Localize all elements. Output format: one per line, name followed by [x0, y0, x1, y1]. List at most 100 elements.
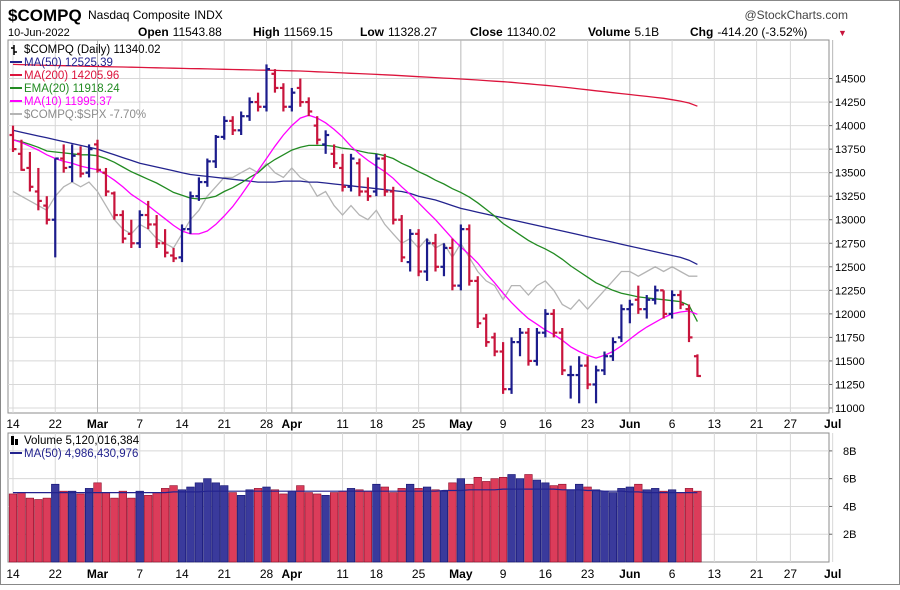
x-tick-label: 22	[49, 417, 63, 431]
ohlc-bar	[43, 196, 51, 225]
volume-bar	[389, 492, 398, 563]
stat-label: Low	[360, 25, 385, 39]
volume-bar	[220, 485, 229, 563]
ohlc-bar	[516, 327, 524, 357]
ohlc-bar	[161, 229, 169, 258]
volume-bar	[473, 476, 482, 563]
price-panel: 11000 11250 11500 11750 12000 12250 12500 12750…	[6, 39, 866, 431]
stat-value: -414.20 (-3.52%)	[717, 25, 807, 39]
volume-bar	[693, 490, 702, 563]
volume-bar	[659, 490, 668, 563]
volume-bar	[279, 493, 288, 563]
ma50-line	[12, 129, 698, 265]
volume-bar	[296, 485, 305, 563]
ohlc-bar	[508, 337, 516, 394]
volume-x-tick-label: 25	[412, 567, 426, 581]
ohlc-bar	[693, 354, 701, 378]
volume-bar	[541, 482, 550, 563]
volume-bar	[575, 483, 584, 563]
x-tick-label: 11	[336, 417, 349, 431]
volume-ma50-line	[13, 488, 698, 494]
x-tick-label: 21	[750, 417, 764, 431]
volume-bar	[456, 478, 465, 563]
ohlc-bar	[558, 327, 566, 376]
price-tick-label: 14000	[835, 121, 866, 133]
volume-tick-label: 6B	[843, 474, 856, 486]
volume-x-tick-label: 9	[500, 567, 507, 581]
copyright-text: @StockCharts.com	[744, 8, 848, 22]
volume-x-tick-label: 22	[49, 567, 63, 581]
volume-bar	[253, 488, 263, 563]
stat-value: 11569.15	[284, 25, 333, 39]
ohlc-bar	[643, 295, 651, 319]
stat-value: 11543.88	[173, 25, 222, 39]
ohlc-bar	[271, 69, 279, 93]
volume-x-tick-label: 14	[6, 567, 20, 581]
volume-bar	[304, 492, 313, 563]
ohlc-bar	[685, 304, 693, 343]
volume-bar	[135, 490, 144, 563]
volume-bar	[169, 485, 178, 563]
volume-bar	[608, 492, 618, 563]
volume-bar	[498, 476, 508, 563]
volume-bar	[684, 488, 694, 563]
volume-bar	[25, 497, 35, 563]
ohlc-bar	[364, 177, 372, 201]
ohlc-bar	[423, 238, 431, 281]
volume-x-tick-label: 23	[581, 567, 595, 581]
index-name-text: Nasdaq Composite	[88, 8, 190, 22]
volume-x-tick-label: 11	[336, 567, 349, 581]
volume-bar	[558, 483, 567, 563]
price-tick-label: 11000	[835, 403, 865, 415]
price-tick-label: 11750	[835, 332, 865, 344]
ohlc-bar	[448, 238, 456, 291]
ohlc-bar	[499, 342, 507, 394]
ohlc-bar	[372, 153, 380, 197]
volume-bar	[422, 486, 432, 563]
price-tick-label: 13500	[835, 168, 866, 180]
ohlc-bar	[203, 158, 211, 187]
volume-bar	[372, 483, 381, 563]
volume-bar	[127, 497, 136, 563]
ohlc-bar	[524, 327, 532, 366]
ohlc-bar	[212, 135, 220, 168]
volume-legend-bar-icon	[11, 436, 14, 445]
ohlc-bar	[51, 157, 59, 258]
volume-bar	[380, 486, 389, 563]
ohlc-bar	[626, 299, 634, 324]
volume-bar	[161, 488, 170, 563]
ohlc-bar	[279, 83, 287, 112]
volume-bar	[355, 489, 364, 563]
ohlc-bar	[355, 158, 363, 197]
ohlc-bar	[17, 139, 25, 171]
ohlc-bar	[136, 210, 144, 248]
stat-value: 5.1B	[634, 25, 659, 39]
legend-entry: MA(50) 12525.39	[24, 57, 113, 69]
ma10-line	[12, 114, 698, 359]
price-tick-label: 12000	[835, 309, 866, 321]
volume-bar	[59, 490, 68, 563]
volume-x-tick-label: 16	[539, 567, 553, 581]
volume-bar	[203, 478, 212, 563]
ohlc-bar	[491, 332, 499, 357]
ohlc-bar	[415, 229, 423, 277]
ohlc-bar	[102, 167, 110, 197]
ohlc-bar	[60, 144, 68, 173]
ohlc-bar	[229, 116, 237, 136]
ohlc-bar	[584, 356, 592, 390]
ohlc-bar	[186, 191, 194, 234]
ohlc-bar	[296, 78, 304, 107]
volume-x-tick-label: Jul	[824, 567, 841, 581]
x-tick-label: 6	[669, 417, 676, 431]
volume-tick-label: 8B	[843, 446, 856, 458]
ohlc-bar	[313, 116, 321, 145]
ohlc-bar	[533, 327, 541, 366]
ohlc-bar	[170, 247, 178, 263]
ohlc-bar	[347, 153, 355, 192]
x-tick-label: 7	[136, 417, 143, 431]
volume-bar	[591, 489, 601, 563]
x-tick-label: May	[449, 417, 473, 431]
volume-bar	[515, 478, 525, 563]
